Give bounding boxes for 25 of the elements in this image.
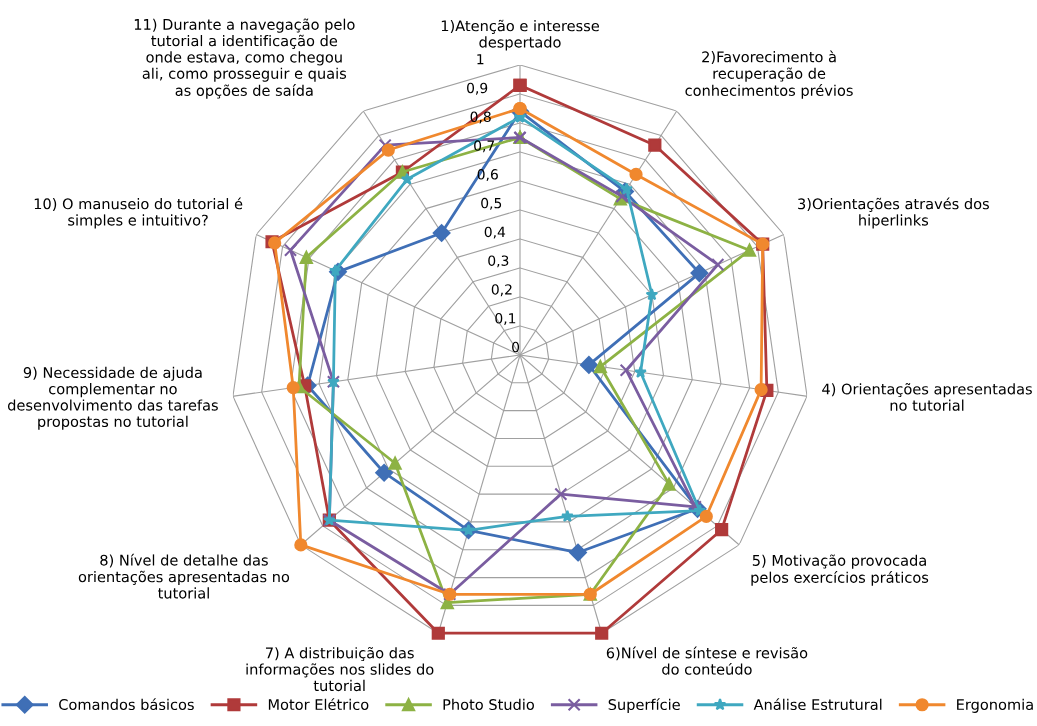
spoke-label: 11) Durante a navegação pelo tutorial a identificação de onde estava, como chegou ali, como prosseguir e quais as opções de saída bbox=[134, 18, 355, 99]
legend-label: Motor Elétrico bbox=[268, 698, 369, 711]
spoke-label: 7) A distribuição das informações nos slides do tutorial bbox=[246, 646, 434, 692]
legend-label: Superfície bbox=[608, 698, 680, 713]
y-tick-label: 1 bbox=[477, 54, 484, 65]
y-tick-label: 0,5 bbox=[481, 197, 502, 210]
spoke-label: 9) Necessidade de ajuda complementar no desenvolvimento das tarefas propostas no tutorial bbox=[7, 366, 218, 430]
legend-label: Ergonomia bbox=[957, 698, 1033, 713]
spoke-label: 4) Orientações apresentadas no tutorial bbox=[822, 382, 1032, 411]
y-tick-label: 0,9 bbox=[467, 82, 488, 95]
y-tick-label: 0,1 bbox=[495, 313, 516, 325]
spoke-label: 6)Nível de síntese e revisão do conteúdo bbox=[606, 646, 808, 675]
legend-label: Comandos básicos bbox=[59, 698, 194, 711]
legend-label: Análise Estrutural bbox=[753, 698, 882, 711]
y-tick-label: 0,2 bbox=[491, 284, 512, 297]
spoke-label: 2)Favorecimento à recuperação de conhecimentos prévios bbox=[685, 50, 853, 99]
spoke-label: 10) O manuseio do tutorial é simples e intuitivo? bbox=[34, 197, 243, 229]
legend-label: Photo Studio bbox=[443, 698, 534, 711]
y-tick-label: 0,3 bbox=[488, 255, 509, 268]
spoke-label: 5) Motivação provocada pelos exercícios práticos bbox=[751, 554, 929, 586]
y-tick-label: 0 bbox=[512, 341, 520, 353]
spoke-label: 3)Orientações através dos hiperlinks bbox=[798, 197, 989, 229]
spoke-label: 8) Nível de detalhe das orientações apresentadas no tutorial bbox=[78, 553, 290, 599]
spoke-label: 1)Atenção e interesse despertado bbox=[441, 19, 599, 51]
y-tick-label: 0,4 bbox=[484, 226, 506, 239]
